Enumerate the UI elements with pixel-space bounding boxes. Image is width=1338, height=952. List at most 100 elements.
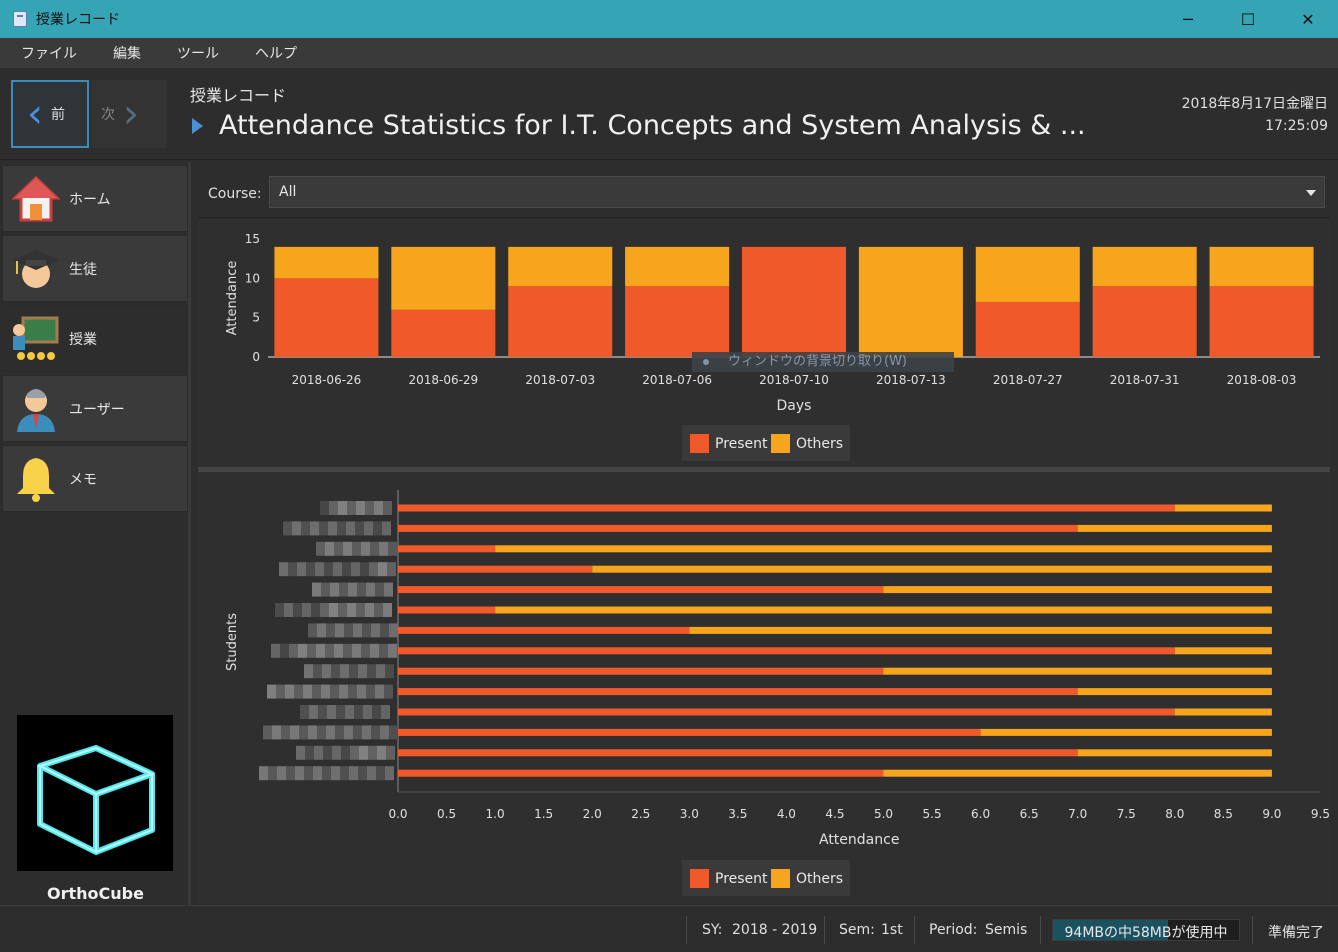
x-tick-label: 5.5 (923, 807, 942, 821)
period-value: Semis (985, 922, 1028, 938)
x-tick-label: 5.0 (874, 807, 893, 821)
app-icon (13, 11, 27, 27)
title-bar: 授業レコード ─ ☐ ✕ (0, 0, 1338, 38)
splitter-handle[interactable] (198, 467, 1330, 472)
redaction-pixel (340, 664, 349, 679)
redaction-pixel (322, 664, 331, 679)
redaction-pixel (366, 582, 375, 597)
tooltip-text: ウィンドウの背景切り取り(W) (728, 354, 907, 369)
redaction-pixel (279, 562, 288, 577)
x-tick-label: 2018-07-06 (642, 373, 712, 387)
redaction-pixel (316, 643, 325, 658)
redaction-pixel (304, 766, 313, 781)
redaction-pixel (320, 603, 329, 617)
student-name-redacted (267, 684, 393, 699)
x-axis-label: Days (777, 398, 812, 414)
redaction-pixel (267, 684, 276, 699)
bar-others (883, 586, 1272, 594)
back-button[interactable]: ‹ 前 (11, 80, 89, 148)
y-axis-label: Students (225, 613, 240, 671)
sidebar-item-label: 生徒 (69, 261, 97, 278)
sidebar-item-home[interactable]: ホーム (2, 165, 188, 232)
redaction-pixel (357, 582, 366, 597)
x-tick-label: 6.5 (1020, 807, 1039, 821)
menu-file[interactable]: ファイル (21, 46, 77, 62)
legend-swatch-present (690, 434, 709, 453)
x-tick-label: 2.0 (583, 807, 602, 821)
header: ‹ 前 次 › 授業レコード Attendance Statistics for… (0, 68, 1338, 160)
redaction-pixel (355, 521, 364, 536)
tooltip-dot-icon (703, 359, 709, 365)
redaction-pixel (379, 541, 388, 556)
x-tick-label: 3.5 (728, 807, 747, 821)
forward-button[interactable]: 次 › (91, 80, 167, 148)
period-label: Period: (929, 922, 978, 938)
redaction-pixel (292, 521, 301, 536)
bar-others (1077, 688, 1272, 696)
sy-label: SY: (702, 922, 723, 938)
redaction-pixel (308, 623, 317, 638)
redaction-pixel (330, 582, 339, 597)
redaction-pixel (295, 766, 304, 781)
redaction-pixel (281, 725, 290, 740)
legend-label-others: Others (796, 436, 843, 452)
course-select[interactable]: All (269, 176, 1325, 208)
redaction-pixel (360, 562, 369, 577)
redaction-pixel (344, 725, 353, 740)
minimize-button[interactable]: ─ (1183, 9, 1193, 29)
bar-present (391, 309, 496, 357)
redaction-pixel (376, 766, 385, 781)
bar-others (858, 246, 963, 357)
redaction-pixel (288, 562, 297, 577)
x-tick-label: 0.5 (437, 807, 456, 821)
redaction-pixel (380, 725, 389, 740)
menu-edit[interactable]: 編集 (113, 46, 141, 62)
redaction-pixel (352, 643, 361, 658)
redaction-pixel (365, 603, 374, 617)
x-tick-label: 2018-07-27 (993, 373, 1063, 387)
legend: Present Others (682, 860, 850, 896)
redaction-pixel (382, 521, 391, 536)
class-icon (11, 314, 61, 364)
bar-present (625, 286, 730, 357)
course-label: Course: (208, 186, 262, 202)
sidebar-item-users[interactable]: ユーザー (2, 375, 188, 442)
maximize-button[interactable]: ☐ (1240, 9, 1256, 29)
close-button[interactable]: ✕ (1301, 9, 1315, 29)
bar-others (495, 545, 1272, 553)
redaction-pixel (388, 643, 397, 658)
x-tick-label: 2018-06-26 (292, 373, 362, 387)
bar-present (398, 708, 1175, 716)
redaction-pixel (330, 684, 339, 699)
redaction-pixel (379, 643, 388, 658)
redaction-pixel (362, 623, 371, 638)
redaction-pixel (374, 603, 383, 617)
x-tick-label: 2018-07-10 (759, 373, 829, 387)
student-name-redacted (304, 664, 394, 679)
bar-others (592, 565, 1272, 573)
daily-attendance-chart: 0 5 10 15 2018-06-26 2018-06-29 2018-07-03 2018… (198, 219, 1330, 467)
redaction-pixel (356, 501, 365, 515)
redaction-pixel (307, 643, 316, 658)
redaction-pixel (339, 582, 348, 597)
sidebar-item-classes[interactable]: 授業 (2, 305, 188, 372)
menu-help[interactable]: ヘルプ (255, 46, 297, 62)
x-tick-label: 2018-07-03 (525, 373, 595, 387)
menu-tools[interactable]: ツール (177, 46, 219, 62)
bar-present (398, 728, 981, 736)
redaction-pixel (313, 766, 322, 781)
legend-label-present: Present (715, 436, 768, 452)
sidebar-item-memo[interactable]: メモ (2, 445, 188, 512)
x-tick-label: 1.5 (534, 807, 553, 821)
redaction-pixel (334, 643, 343, 658)
bar-present (398, 504, 1175, 512)
sidebar-item-label: ホーム (69, 191, 111, 208)
x-axis-label: Attendance (819, 832, 899, 848)
sidebar-item-students[interactable]: 生徒 (2, 235, 188, 302)
y-tick-label: 10 (245, 271, 260, 285)
redaction-pixel (342, 562, 351, 577)
redaction-pixel (375, 582, 384, 597)
bar-present (398, 647, 1175, 655)
student-name-redacted (316, 541, 397, 556)
bar-others (1174, 708, 1272, 716)
